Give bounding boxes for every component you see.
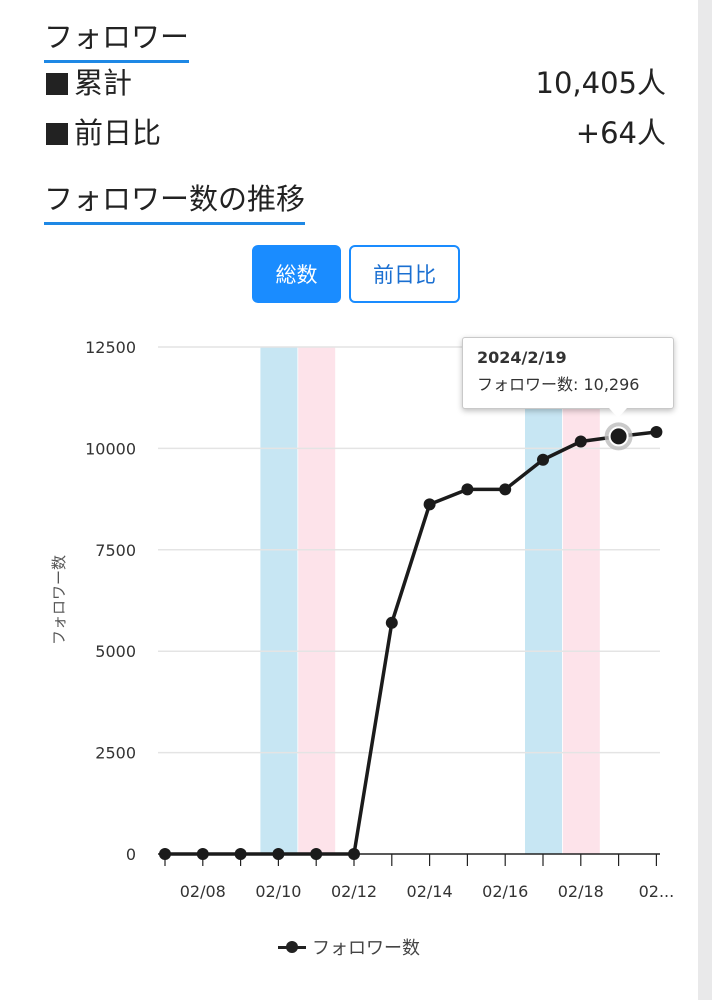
tooltip-value: フォロワー数: 10,296 — [477, 375, 640, 394]
data-point — [537, 453, 549, 466]
y-tick-label: 12500 — [85, 338, 136, 357]
legend-line-icon — [278, 940, 306, 954]
chart-tooltip: 2024/2/19 フォロワー数: 10,296 — [462, 337, 674, 409]
weekend-band — [525, 347, 562, 854]
x-tick-label: 02/08 — [180, 882, 226, 901]
stat-row-daily: 前日比 +64人 — [46, 110, 666, 150]
data-point — [272, 848, 285, 860]
data-point — [650, 425, 663, 438]
weekend-band — [562, 347, 600, 854]
data-point — [234, 848, 247, 860]
legend-label: フォロワー数 — [312, 938, 420, 959]
tooltip-arrow — [609, 408, 627, 418]
stat-value-total: 10,405人 — [535, 66, 666, 100]
data-point — [196, 848, 209, 860]
x-tick-label: 02/16 — [482, 882, 528, 901]
data-point — [310, 848, 323, 860]
highlight-point — [608, 426, 629, 447]
data-point — [385, 616, 398, 629]
y-tick-label: 0 — [126, 845, 136, 864]
followers-title: フォロワー — [44, 14, 190, 63]
weekend-band — [260, 347, 298, 854]
weekend-band — [298, 347, 336, 854]
x-tick-label: 02/14 — [407, 882, 453, 901]
x-tick-label: 02... — [639, 882, 675, 901]
y-tick-label: 7500 — [95, 541, 136, 560]
x-tick-label: 02/12 — [331, 882, 377, 901]
square-bullet-icon — [46, 73, 68, 95]
data-point — [499, 483, 512, 496]
chart-legend[interactable]: フォロワー数 — [278, 933, 420, 961]
data-point — [574, 435, 587, 448]
stat-row-total: 累計 10,405人 — [46, 60, 666, 100]
y-axis-title: フォロワー数 — [50, 555, 68, 645]
tooltip-date: 2024/2/19 — [477, 348, 567, 367]
series-line — [165, 430, 657, 856]
data-point — [461, 483, 474, 496]
stat-label-total: 累計 — [74, 66, 133, 100]
square-bullet-icon — [46, 123, 68, 145]
y-tick-label: 2500 — [95, 744, 136, 763]
data-point — [423, 498, 436, 511]
trend-title: フォロワー数の推移 — [44, 176, 306, 225]
data-point — [348, 848, 360, 860]
x-tick-label: 02/18 — [558, 882, 604, 901]
y-tick-label: 10000 — [85, 439, 136, 458]
total-button[interactable]: 総数 — [252, 245, 341, 303]
stat-value-daily: +64人 — [575, 116, 666, 150]
data-point — [159, 848, 171, 860]
stat-label-daily: 前日比 — [74, 116, 162, 150]
daily-diff-button[interactable]: 前日比 — [349, 245, 460, 303]
follower-line-chart: 0 2500 5000 7500 10000 12500 02/08 02/10 02/12 02… — [50, 338, 675, 901]
y-tick-label: 5000 — [95, 642, 136, 661]
x-tick-label: 02/10 — [255, 882, 301, 901]
